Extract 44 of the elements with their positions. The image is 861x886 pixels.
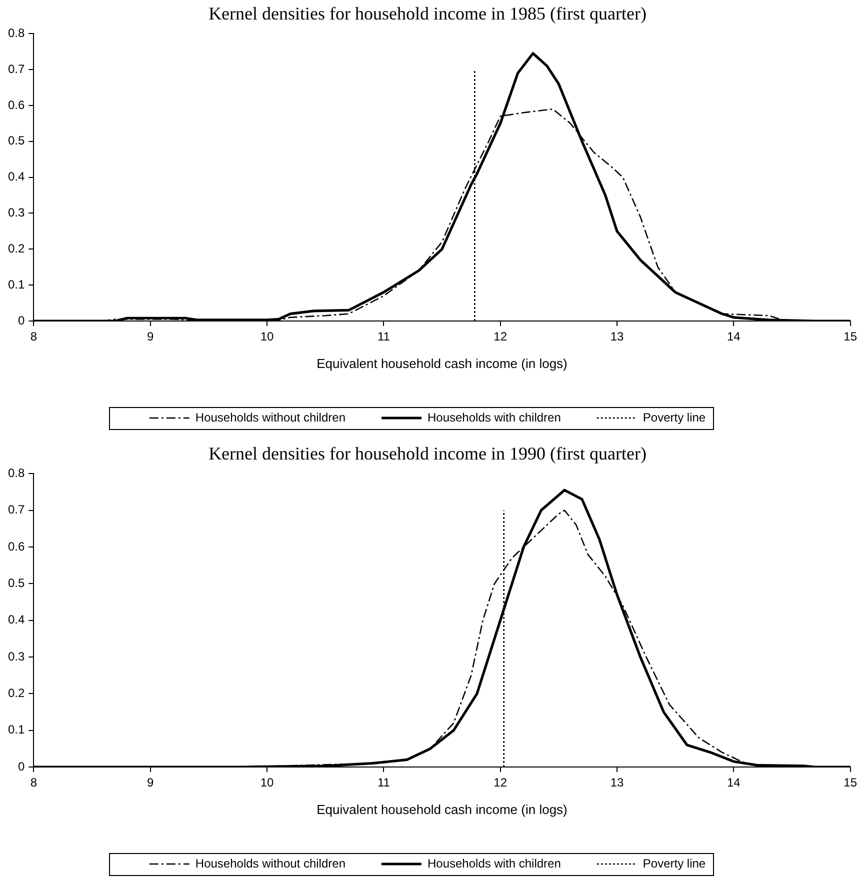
y-tick-label: 0.1 <box>8 277 25 292</box>
legend-label: Households with children <box>427 410 561 424</box>
x-tick-label: 15 <box>844 330 858 344</box>
y-tick-label: 0.7 <box>8 502 25 517</box>
y-tick-label: 0.2 <box>8 686 25 700</box>
y-tick-label: 0 <box>18 313 25 328</box>
x-tick-label: 14 <box>726 776 741 790</box>
chart-title: Kernel densities for household income in 1985 (first quarter) <box>208 4 646 24</box>
y-tick-label: 0.6 <box>8 539 25 554</box>
y-tick-label: 0.5 <box>8 134 25 148</box>
x-tick-label: 13 <box>610 330 624 344</box>
x-axis-title: Equivalent household cash income (in logs) <box>316 802 568 817</box>
y-tick-label: 0.3 <box>8 649 25 664</box>
legend-label: Poverty line <box>642 410 706 424</box>
legend-label: Poverty line <box>642 856 706 870</box>
x-tick-label: 12 <box>494 776 508 790</box>
y-tick-label: 0.4 <box>8 612 25 627</box>
x-axis-title: Equivalent household cash income (in logs) <box>316 356 568 371</box>
y-tick-label: 0.8 <box>8 466 25 480</box>
legend-label: Households without children <box>195 856 346 870</box>
legend-label: Households with children <box>427 856 561 870</box>
y-tick-label: 0 <box>18 759 25 774</box>
x-tick-label: 9 <box>147 330 154 344</box>
x-tick-label: 14 <box>726 330 741 344</box>
y-tick-label: 0.4 <box>8 170 25 184</box>
y-tick-label: 0.2 <box>8 241 25 256</box>
legend-label: Households without children <box>195 410 346 424</box>
x-tick-label: 9 <box>147 776 154 790</box>
y-tick-label: 0.8 <box>8 26 25 40</box>
y-tick-label: 0.7 <box>8 62 25 76</box>
y-tick-label: 0.5 <box>8 576 25 590</box>
x-tick-label: 15 <box>844 776 858 790</box>
y-tick-label: 0.3 <box>8 206 25 220</box>
x-tick-label: 8 <box>30 776 38 790</box>
x-tick-label: 11 <box>377 330 390 344</box>
x-tick-label: 8 <box>30 330 38 344</box>
y-tick-label: 0.6 <box>8 98 25 112</box>
x-tick-label: 10 <box>260 776 274 790</box>
x-tick-label: 12 <box>494 330 508 344</box>
x-tick-label: 13 <box>610 776 624 790</box>
y-tick-label: 0.1 <box>8 722 25 737</box>
chart-title: Kernel densities for household income in 1990 (first quarter) <box>208 444 646 464</box>
x-tick-label: 10 <box>260 330 274 344</box>
x-tick-label: 11 <box>377 776 390 790</box>
